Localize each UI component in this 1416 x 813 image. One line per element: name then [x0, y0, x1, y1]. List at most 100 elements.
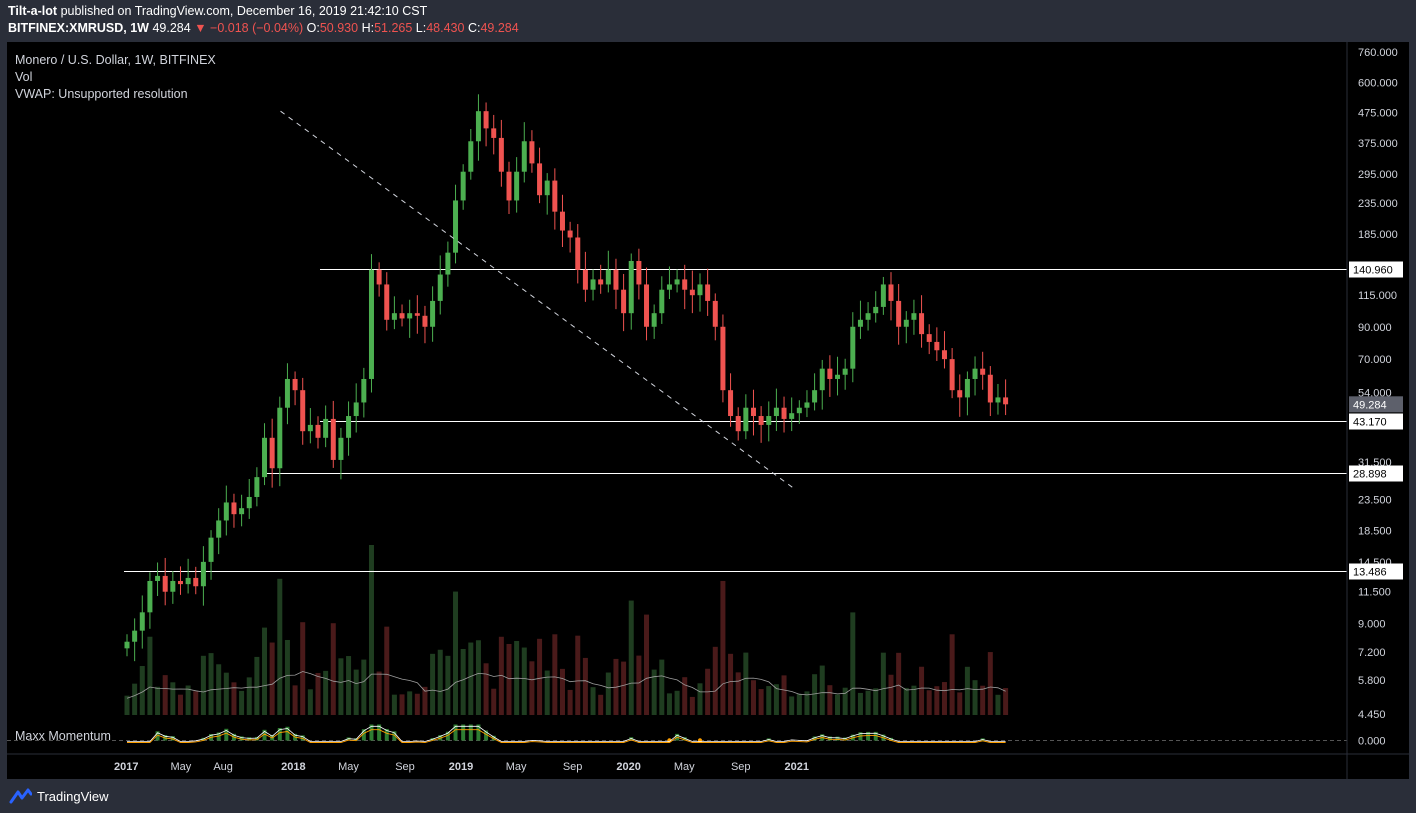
candle — [796, 400, 802, 424]
volume-bar — [537, 638, 543, 715]
candle — [873, 291, 879, 323]
candle — [835, 356, 841, 396]
volume-bar — [628, 600, 634, 715]
candle-body — [987, 374, 993, 403]
candle-body — [223, 502, 229, 521]
level-tag-label: 43.170 — [1353, 417, 1387, 429]
volume-bar — [453, 591, 459, 715]
momentum-bar — [682, 737, 687, 741]
volume-bar — [147, 636, 153, 715]
tradingview-logo[interactable]: TradingView — [8, 788, 109, 804]
momentum-bar — [491, 735, 496, 741]
volume-bar — [567, 689, 573, 715]
candle-body — [705, 284, 711, 301]
volume-bar — [460, 648, 466, 715]
candle-body — [307, 424, 313, 432]
candle-body — [659, 289, 665, 314]
candle-body — [575, 237, 581, 270]
volume-bar — [284, 639, 290, 715]
momentum-bar — [277, 728, 282, 741]
candle — [170, 571, 176, 604]
candle — [621, 273, 627, 332]
time-axis[interactable]: 2017 May Aug 2018 May Sep 2019 May Sep 2020 May Sep… — [114, 761, 809, 773]
legend-title: Monero / U.S. Dollar, 1W, BITFINEX — [15, 53, 216, 67]
candle — [155, 562, 161, 596]
volume-bar — [812, 674, 818, 715]
candle-body — [170, 580, 176, 592]
price-tick-label: 115.000 — [1358, 290, 1397, 302]
volume-bar — [972, 680, 978, 715]
candle-body — [697, 284, 703, 296]
volume-bar — [1003, 688, 1009, 715]
candle-body — [682, 279, 688, 290]
level-price-tag: 28.898 — [1349, 465, 1403, 482]
candle — [980, 351, 986, 390]
volume-bar — [559, 668, 565, 715]
candle-body — [835, 374, 841, 379]
candle — [544, 173, 550, 215]
candle-body — [414, 313, 420, 316]
candle — [124, 634, 130, 657]
candle — [407, 299, 413, 338]
candle — [613, 258, 619, 310]
candle — [636, 248, 642, 300]
volume-bar — [414, 693, 420, 715]
candle-body — [468, 141, 474, 172]
trendline[interactable] — [280, 110, 796, 490]
volume-bar — [857, 692, 863, 715]
candle — [911, 299, 917, 335]
momentum-dot — [697, 738, 703, 743]
volume-bar — [659, 659, 665, 715]
candle — [972, 356, 978, 396]
open-value: 50.930 — [319, 21, 359, 35]
candle — [766, 401, 772, 442]
candle — [368, 254, 374, 393]
candle-body — [819, 368, 825, 391]
volume-bar — [598, 694, 604, 715]
candle-body — [758, 416, 764, 425]
candle-body — [567, 230, 573, 238]
candle-body — [361, 378, 367, 403]
candle-body — [720, 326, 726, 391]
candle-body — [781, 407, 787, 419]
candle — [888, 272, 894, 321]
volume-bar — [621, 661, 627, 715]
volume-bar — [391, 694, 397, 715]
candle-body — [598, 279, 604, 285]
level-tag-label: 13.486 — [1353, 567, 1387, 579]
candle — [498, 119, 504, 187]
candle — [391, 296, 397, 330]
candle — [575, 224, 581, 284]
candle-body — [330, 418, 336, 460]
candle — [735, 407, 741, 441]
candle — [338, 427, 344, 480]
momentum-bar — [170, 736, 175, 741]
candle-body — [323, 418, 329, 438]
momentum-bar — [254, 736, 259, 741]
candle — [277, 396, 283, 487]
candle — [743, 394, 749, 440]
candle-body — [521, 141, 527, 172]
author-name[interactable]: Tilt-a-lot — [8, 4, 58, 18]
volume-bar — [980, 685, 986, 715]
volume-bar — [712, 646, 718, 715]
candle — [483, 102, 489, 147]
candle-body — [980, 368, 986, 375]
price-tick-label: 70.000 — [1358, 354, 1392, 366]
volume-bar — [781, 675, 787, 715]
candle-body — [346, 416, 352, 438]
time-tick-label: May — [338, 761, 359, 773]
level-price-tag: 140.960 — [1349, 261, 1403, 278]
price-axis[interactable]: 760.000 600.000 475.000 375.000 295.000 235.0… — [1349, 47, 1403, 748]
volume-bar — [338, 658, 344, 715]
candle — [559, 194, 565, 247]
candle — [200, 546, 206, 606]
last-price: 49.284 — [152, 21, 191, 35]
time-tick-label: Aug — [213, 761, 233, 773]
price-tick-label: 9.000 — [1358, 618, 1386, 630]
price-chart[interactable]: 760.000 600.000 475.000 375.000 295.000 235.0… — [7, 42, 1409, 779]
candle — [712, 293, 718, 341]
candle — [521, 122, 527, 183]
volume-bar — [903, 687, 909, 715]
candle-body — [880, 284, 886, 307]
